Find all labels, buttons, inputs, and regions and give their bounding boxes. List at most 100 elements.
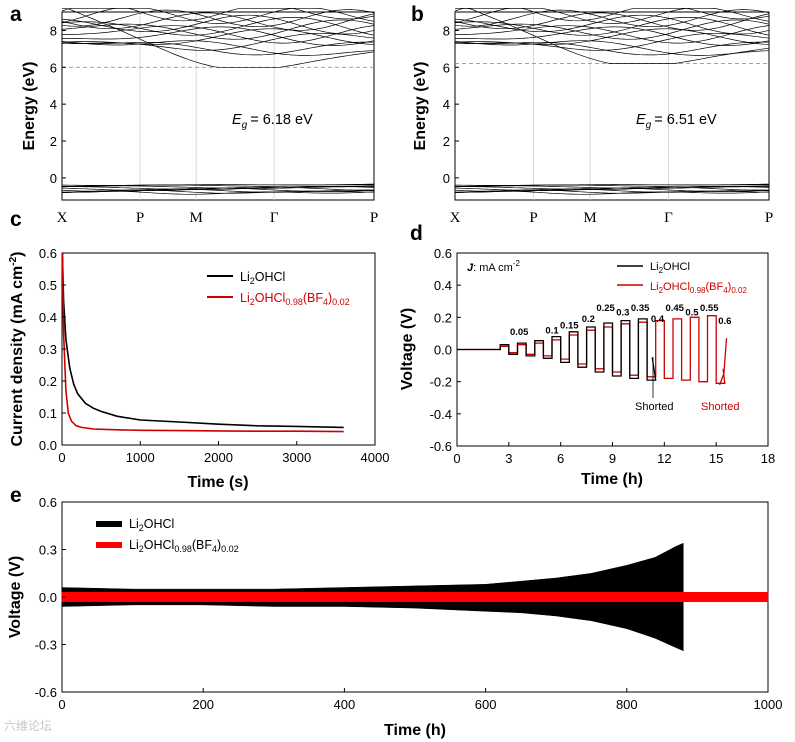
valence-band [61,190,375,195]
series-band [61,592,769,603]
panel-label-c: c [10,208,22,231]
y-tick-label: 6 [50,60,57,75]
x-tick-label: 800 [616,697,638,712]
y-tick-label: -0.3 [35,638,57,653]
series-line [61,252,344,429]
y-tick-label: 4 [443,97,450,112]
panel-d-xticks: 0 3 6 9 12 15 18 [453,442,775,466]
conduction-band [454,7,770,24]
y-tick-label: 8 [443,23,450,38]
panel-e-ylabel: Voltage (V) [7,556,24,638]
short-spike-bf4 [718,338,728,386]
current-density-label: 0.4 [651,314,665,325]
panel-b-bands [454,7,770,200]
conduction-band [454,16,770,36]
current-density-label: 0.3 [616,308,629,319]
current-density-label: 0.55 [700,303,719,314]
valence-band [61,189,375,194]
y-tick-label: -0.6 [430,439,452,454]
y-tick-label: 0.4 [39,310,57,325]
y-tick-label: 0.3 [39,543,57,558]
panel-c-current-density: c 0.0 0.1 0.2 0.3 0.4 0.5 0.6 0 1000 2000 3000 400… [8,208,389,491]
panel-d-xlabel: Time (h) [581,471,643,488]
panel-label-b: b [411,3,424,26]
valence-band [61,186,375,192]
conduction-band [454,14,770,35]
k-point-label: P [765,210,773,226]
current-density-label: 0.25 [596,303,615,314]
legend-label-bf4: Li2OHCl0.98(BF4)0.02 [650,281,747,295]
y-tick-label: 6 [443,60,450,75]
legend-label-li2ohcl: Li2OHCl [650,261,690,275]
current-density-label: 0.45 [665,303,684,314]
conduction-band [61,14,375,35]
series-line [61,252,344,433]
legend-label-li2ohcl: Li2OHCl [240,270,285,286]
conduction-band [454,12,770,31]
panel-e-xticks: 0 200 400 600 800 1000 [58,688,782,712]
legend-label-bf4: Li2OHCl0.98(BF4)0.02 [129,538,239,554]
conduction-band [454,40,770,56]
panel-label-d: d [410,222,423,245]
panel-c-ylabel: Current density (mA cm-2) [8,251,26,446]
valence-band [454,190,770,195]
y-tick-label: 0.3 [39,342,57,357]
k-point-label: M [583,210,596,226]
x-tick-label: 18 [761,451,775,466]
conduction-band [454,7,770,22]
panel-b-frame [454,11,770,201]
conduction-band [61,40,375,56]
panel-b-bandgap-annotation: Eg = 6.51 eV [636,112,717,131]
panel-d-ylabel: Voltage (V) [399,308,416,390]
panel-a-bands [61,7,375,200]
x-tick-label: 2000 [204,450,233,465]
series-line-li2ohcl [457,318,657,381]
panel-e-yticks: -0.6 -0.3 0.0 0.3 0.6 [35,495,66,700]
legend-label-li2ohcl: Li2OHCl [129,517,174,533]
panel-b-yticks: 8 6 4 2 0 [443,23,459,186]
panel-label-a: a [10,3,22,26]
k-point-label: P [136,210,144,226]
y-tick-label: -0.6 [35,685,57,700]
k-point-label: Γ [664,210,673,226]
current-density-label: 0.15 [560,321,579,332]
x-tick-label: 15 [709,451,723,466]
y-tick-label: 2 [50,134,57,149]
panel-d-voltage-steps: d -0.6 -0.4 -0.2 0.0 0.2 0.4 0.6 0 3 6 9 12 15 18 Ti… [399,222,775,488]
valence-band [454,186,770,192]
y-tick-label: -0.2 [430,375,452,390]
panel-a-bandgap-annotation: Eg = 6.18 eV [232,112,313,131]
y-tick-label: 0.5 [39,278,57,293]
conduction-band [61,28,375,45]
panel-c-xticks: 0 1000 2000 3000 4000 [58,441,389,465]
panel-b-ylabel: Energy (eV) [412,62,429,151]
y-tick-label: 0.2 [434,310,452,325]
y-tick-label: 0.6 [39,246,57,261]
shorted-label-li2ohcl: Shorted [635,401,674,413]
y-tick-label: 8 [50,23,57,38]
panel-d-series [457,315,728,386]
y-tick-label: 0.2 [39,374,57,389]
y-tick-label: 0.0 [39,438,57,453]
conduction-band [62,25,375,44]
conduction-band [455,7,770,64]
x-tick-label: 6 [557,451,564,466]
conduction-band [61,32,375,51]
conduction-band [454,32,770,51]
x-tick-label: 4000 [361,450,390,465]
x-tick-label: 0 [58,450,65,465]
panel-e-series [61,542,769,652]
x-tick-label: 600 [475,697,497,712]
conduction-band [61,7,375,22]
panel-d-current-unit: J: mA cm-2 [467,259,521,274]
x-tick-label: 400 [334,697,356,712]
panel-c-xlabel: Time (s) [187,474,248,491]
valence-band [455,185,770,190]
panel-c-legend: Li2OHCl Li2OHCl0.98(BF4)0.02 [207,270,350,307]
conduction-band [455,26,770,46]
x-tick-label: 0 [453,451,460,466]
x-tick-label: 3000 [282,450,311,465]
shorted-label-bf4: Shorted [701,401,740,413]
